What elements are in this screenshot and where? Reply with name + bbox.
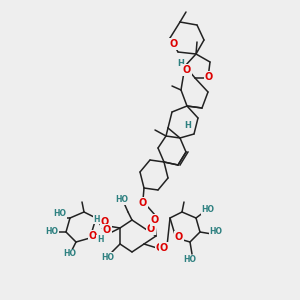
Text: HO: HO: [46, 227, 59, 236]
Text: H: H: [184, 122, 191, 130]
Text: O: O: [160, 243, 168, 253]
Text: O: O: [156, 243, 164, 253]
Text: HO: HO: [184, 256, 196, 265]
Text: H: H: [97, 236, 103, 244]
Text: O: O: [103, 225, 111, 235]
Text: O: O: [89, 231, 97, 241]
Text: O: O: [170, 39, 178, 49]
Text: O: O: [175, 232, 183, 242]
Text: HO: HO: [64, 250, 76, 259]
Text: HO: HO: [116, 196, 128, 205]
Text: HO: HO: [101, 253, 115, 262]
Text: O: O: [139, 198, 147, 208]
Text: O: O: [183, 65, 191, 75]
Text: HO: HO: [53, 209, 67, 218]
Text: O: O: [205, 72, 213, 82]
Text: O: O: [147, 224, 155, 234]
Text: O: O: [151, 215, 159, 225]
Text: H: H: [178, 58, 184, 68]
Text: O: O: [101, 217, 109, 227]
Text: H: H: [94, 214, 100, 224]
Text: HO: HO: [202, 206, 214, 214]
Text: HO: HO: [209, 227, 223, 236]
